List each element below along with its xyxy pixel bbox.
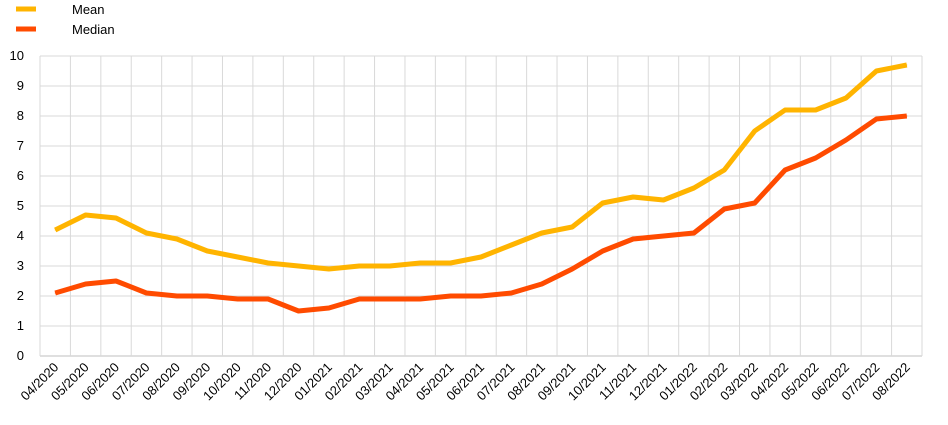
y-tick-label: 1 [17, 318, 24, 333]
data-point-median [237, 298, 239, 300]
data-point-median [815, 157, 817, 159]
data-point-mean [267, 262, 269, 264]
data-point-mean [845, 97, 847, 99]
gridlines [39, 55, 923, 357]
data-point-median [693, 232, 695, 234]
data-point-median [328, 307, 330, 309]
data-point-median [906, 115, 908, 117]
data-point-median [389, 298, 391, 300]
data-point-median [510, 292, 512, 294]
data-point-mean [54, 229, 56, 231]
data-point-median [784, 169, 786, 171]
data-point-median [54, 292, 56, 294]
data-point-median [723, 208, 725, 210]
y-tick-label: 7 [17, 138, 24, 153]
data-point-mean [206, 250, 208, 252]
data-point-mean [693, 187, 695, 189]
data-point-mean [510, 244, 512, 246]
legend-label-mean: Mean [72, 2, 105, 17]
data-point-median [358, 298, 360, 300]
data-point-mean [632, 196, 634, 198]
y-tick-label: 5 [17, 198, 24, 213]
data-point-median [845, 139, 847, 141]
data-point-median [267, 298, 269, 300]
data-point-median [206, 295, 208, 297]
y-axis-ticks: 0 1 2 3 4 5 6 7 8 9 10 [10, 48, 24, 363]
data-point-mean [176, 238, 178, 240]
data-point-median [85, 283, 87, 285]
data-point-mean [875, 70, 877, 72]
legend-label-median: Median [72, 22, 115, 37]
data-point-mean [906, 64, 908, 66]
data-point-mean [237, 256, 239, 258]
data-point-mean [115, 217, 117, 219]
data-point-mean [480, 256, 482, 258]
y-tick-label: 0 [17, 348, 24, 363]
data-point-mean [419, 262, 421, 264]
data-point-median [632, 238, 634, 240]
legend: Mean Median [16, 2, 115, 37]
data-point-median [541, 283, 543, 285]
data-point-median [419, 298, 421, 300]
series-lines [54, 62, 908, 314]
y-tick-label: 6 [17, 168, 24, 183]
data-point-median [662, 235, 664, 237]
data-point-median [450, 295, 452, 297]
data-point-median [145, 292, 147, 294]
data-point-median [602, 250, 604, 252]
y-tick-label: 4 [17, 228, 24, 243]
data-point-median [115, 280, 117, 282]
data-point-median [298, 310, 300, 312]
data-point-mean [450, 262, 452, 264]
data-point-median [176, 295, 178, 297]
data-point-mean [571, 226, 573, 228]
data-point-mean [145, 232, 147, 234]
data-point-mean [662, 199, 664, 201]
series-line-median [54, 113, 908, 314]
data-point-mean [723, 169, 725, 171]
data-point-mean [85, 214, 87, 216]
data-point-mean [328, 268, 330, 270]
data-point-mean [298, 265, 300, 267]
series-line-mean [54, 62, 908, 272]
data-point-mean [389, 265, 391, 267]
y-tick-label: 3 [17, 258, 24, 273]
data-point-median [875, 118, 877, 120]
data-point-mean [815, 109, 817, 111]
data-point-median [480, 295, 482, 297]
data-point-mean [602, 202, 604, 204]
x-axis-ticks: 04/202005/202006/202007/202008/202009/20… [17, 360, 912, 404]
y-tick-label: 8 [17, 108, 24, 123]
data-point-median [571, 268, 573, 270]
data-point-mean [358, 265, 360, 267]
data-point-mean [784, 109, 786, 111]
data-point-mean [541, 232, 543, 234]
y-tick-label: 2 [17, 288, 24, 303]
y-tick-label: 10 [10, 48, 24, 63]
y-tick-label: 9 [17, 78, 24, 93]
data-point-mean [754, 130, 756, 132]
data-point-median [754, 202, 756, 204]
